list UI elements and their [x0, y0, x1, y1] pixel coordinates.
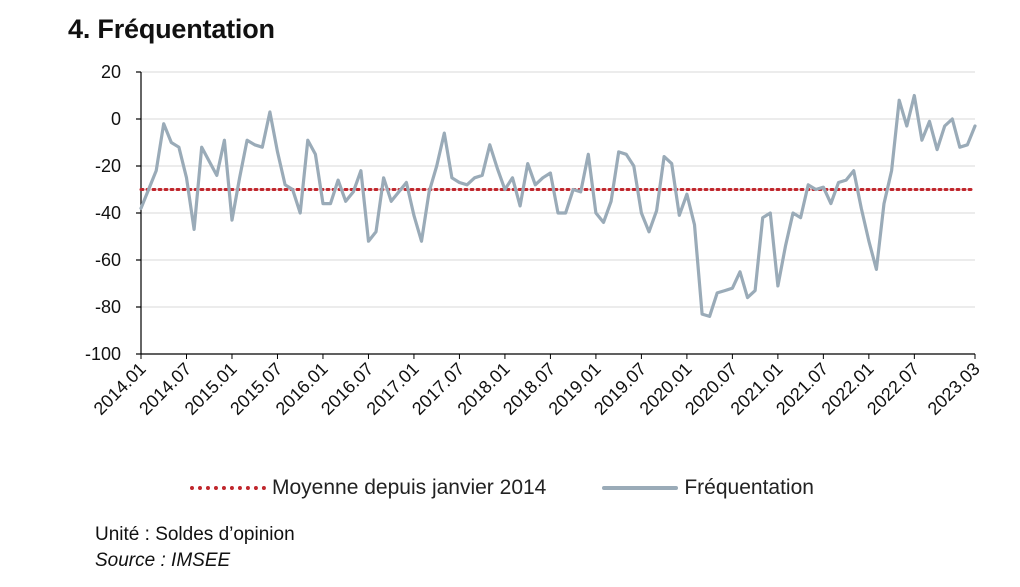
y-tick-label: -80 [95, 297, 121, 317]
axes [136, 71, 976, 359]
unit-note: Unité : Soldes d’opinion [95, 524, 295, 545]
legend-item-frequentation: Fréquentation [602, 476, 814, 500]
legend: Moyenne depuis janvier 2014 Fréquentatio… [190, 476, 814, 500]
legend-item-moyenne: Moyenne depuis janvier 2014 [190, 476, 546, 500]
line-chart: -100 -80 -60 -40 -20 0 20 2014.012014.072015.0… [85, 62, 984, 419]
legend-label-frequentation: Fréquentation [684, 476, 814, 499]
x-axis-tick-labels: 2014.012014.072015.012015.072016.012016.… [90, 359, 984, 419]
legend-swatch-line [602, 486, 679, 490]
chart-title: 4. Fréquentation [68, 14, 275, 44]
legend-swatch-dotted [190, 486, 266, 490]
series-line-frequentation [139, 93, 977, 318]
legend-label-moyenne: Moyenne depuis janvier 2014 [272, 476, 547, 499]
chart-notes: Unité : Soldes d’opinion Source : IMSEE [95, 522, 295, 574]
x-tick-label: 2023.03 [924, 359, 984, 419]
y-axis-tick-labels: -100 -80 -60 -40 -20 0 20 [85, 62, 121, 364]
y-tick-label: -100 [85, 344, 121, 364]
y-tick-label: 0 [111, 109, 121, 129]
y-tick-label: -40 [95, 203, 121, 223]
y-tick-label: 20 [101, 62, 121, 82]
y-tick-label: -60 [95, 250, 121, 270]
source-note: Source : IMSEE [95, 550, 231, 571]
y-tick-label: -20 [95, 156, 121, 176]
